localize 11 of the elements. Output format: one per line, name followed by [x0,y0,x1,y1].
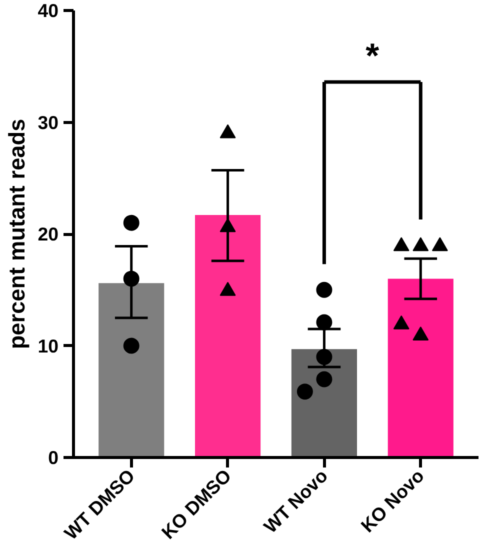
y-tick-label: 30 [38,112,59,133]
bar [291,349,357,458]
y-tick-label: 40 [38,0,59,21]
bar [388,278,454,458]
bar [98,283,164,458]
annotation: * [366,37,380,76]
bar [195,215,261,458]
y-tick-label: 20 [38,224,59,244]
y-axis-title: percent mutant reads [4,118,30,350]
y-tick-label: 10 [38,335,59,356]
y-tick-label: 0 [48,447,59,468]
